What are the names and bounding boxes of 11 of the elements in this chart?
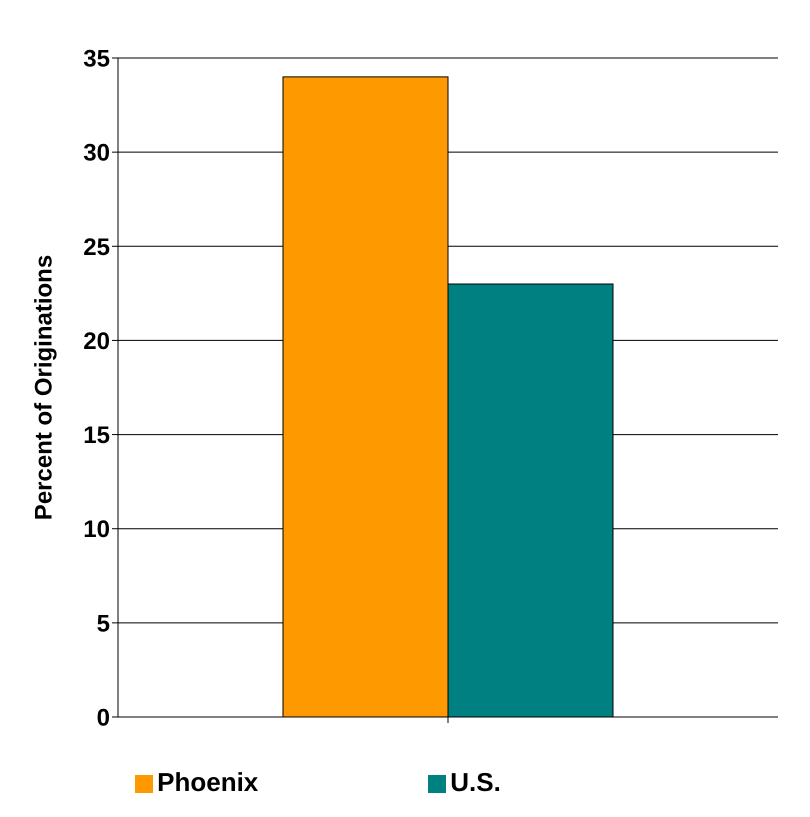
legend-label: U.S. xyxy=(450,767,501,797)
y-tick-label: 5 xyxy=(96,610,110,638)
y-axis-title: Percent of Originations xyxy=(30,254,58,520)
legend-label: Phoenix xyxy=(157,767,258,797)
y-tick-label: 0 xyxy=(96,704,110,732)
y-tick-label: 30 xyxy=(83,140,110,167)
y-tick-label: 10 xyxy=(83,516,110,544)
y-tick-label: 15 xyxy=(83,422,110,450)
y-tick-label: 25 xyxy=(83,234,110,261)
y-tick-label: 20 xyxy=(83,328,110,355)
y-tick-label: 35 xyxy=(83,46,110,73)
